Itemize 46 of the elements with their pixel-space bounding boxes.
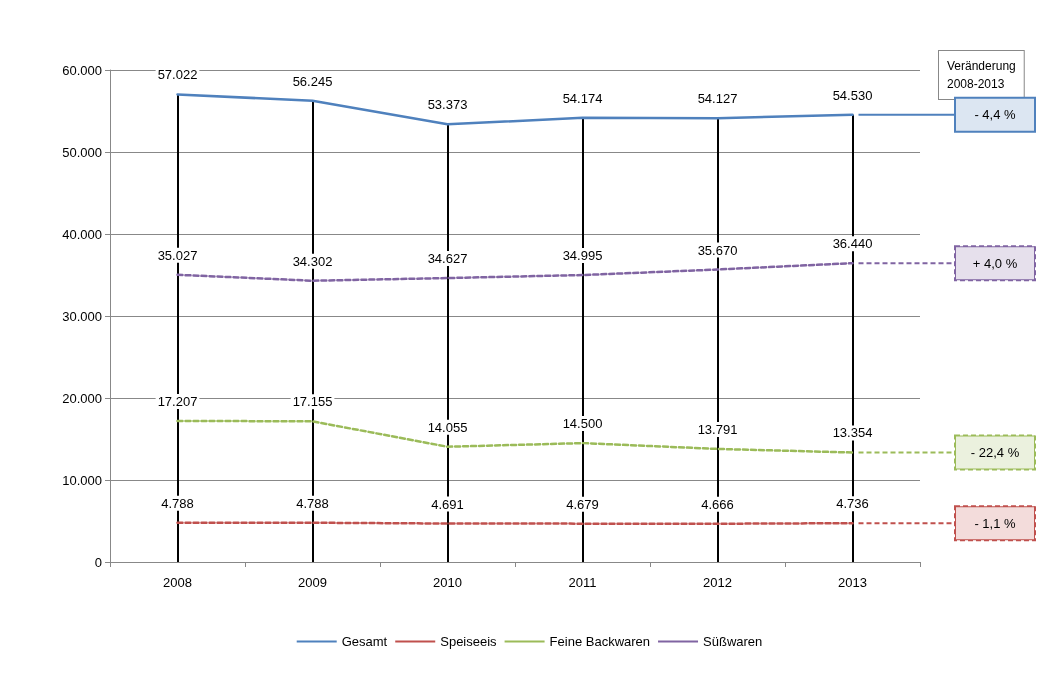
data-label: 34.995 xyxy=(562,248,603,264)
y-tick-label: 30.000 xyxy=(62,308,102,324)
legend-label: Gesamt xyxy=(341,634,388,649)
x-tick-label: 2012 xyxy=(703,575,732,590)
data-label: 4.788 xyxy=(161,495,194,511)
data-label: 35.670 xyxy=(697,242,738,258)
text: - 1,1 % xyxy=(974,515,1017,531)
legend-label: Feine Backwaren xyxy=(549,634,651,649)
y-tick-label: 40.000 xyxy=(62,226,102,242)
y-tick-label: 10.000 xyxy=(62,472,102,488)
data-label: 53.373 xyxy=(427,97,468,113)
data-label: 17.155 xyxy=(292,394,333,410)
data-label: 4.788 xyxy=(296,495,329,511)
y-tick-label: 0 xyxy=(94,554,102,570)
data-label: 4.691 xyxy=(431,496,464,512)
data-label: 34.302 xyxy=(292,253,333,269)
data-label: 17.207 xyxy=(157,393,198,409)
legend-label: Speiseeis xyxy=(440,634,498,649)
data-label: 13.354 xyxy=(832,425,873,441)
y-tick-label: 20.000 xyxy=(62,390,102,406)
x-tick-label: 2008 xyxy=(163,575,192,590)
data-label: 54.127 xyxy=(697,91,738,107)
x-tick-label: 2013 xyxy=(838,575,867,590)
data-label: 54.530 xyxy=(832,87,873,103)
x-tick-label: 2009 xyxy=(298,575,327,590)
text: Veränderung 2008-2013 xyxy=(947,59,1016,91)
data-label: 13.791 xyxy=(697,421,738,437)
data-label: 36.440 xyxy=(832,236,873,252)
text: - 4,4 % xyxy=(974,107,1017,123)
data-label: 56.245 xyxy=(292,73,333,89)
data-label: 4.679 xyxy=(566,496,599,512)
data-label: 34.627 xyxy=(427,251,468,267)
x-tick-label: 2010 xyxy=(433,575,462,590)
data-label: 35.027 xyxy=(157,247,198,263)
text: - 22,4 % xyxy=(970,445,1020,460)
data-label: 54.174 xyxy=(562,90,603,106)
data-label: 14.500 xyxy=(562,416,603,432)
x-tick-label: 2011 xyxy=(568,575,597,590)
text: + 4,0 % xyxy=(972,255,1018,271)
data-label: 4.736 xyxy=(836,496,869,512)
data-label: 4.666 xyxy=(701,496,734,512)
legend-label: Süßwaren xyxy=(703,634,763,649)
data-label: 14.055 xyxy=(427,419,468,435)
y-tick-label: 50.000 xyxy=(62,144,102,160)
data-label: 57.022 xyxy=(157,67,198,83)
y-tick-label: 60.000 xyxy=(62,62,102,78)
